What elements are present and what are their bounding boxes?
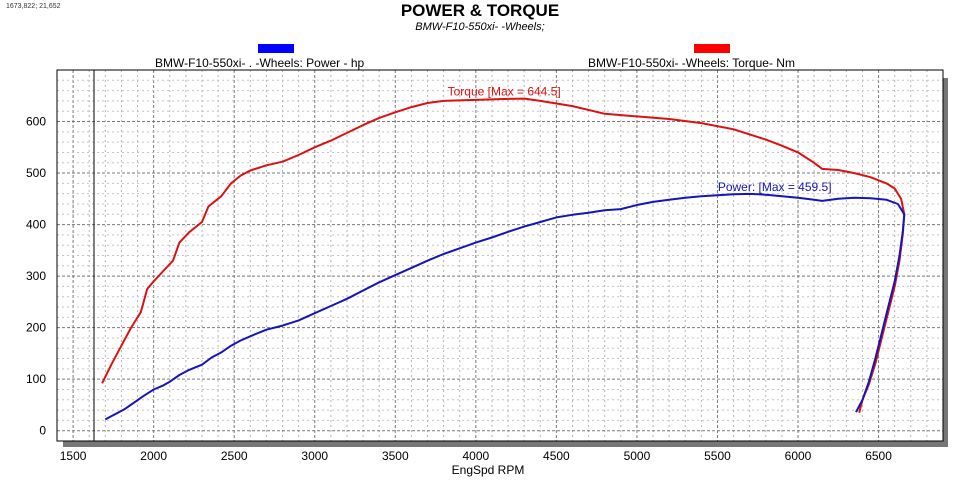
annotations: Torque [Max = 644.5] Power: [Max = 459.5] [448, 85, 832, 194]
series-lines [101, 97, 906, 421]
x-tick-label: 2500 [221, 449, 248, 463]
legend-label-power: BMW-F10-550xi- . -Wheels: Power - hp [155, 56, 365, 70]
x-tick-label: 5000 [624, 449, 651, 463]
x-tick-labels: 1500 2000 2500 3000 3500 4000 4500 5000 5500 6000… [60, 449, 892, 463]
y-tick-label: 0 [39, 424, 46, 438]
x-tick-label: 1500 [60, 449, 87, 463]
x-tick-label: 5500 [704, 449, 731, 463]
x-tick-label: 3500 [382, 449, 409, 463]
y-tick-label: 400 [26, 218, 46, 232]
legend-swatch-torque [694, 44, 730, 53]
chart-title: POWER & TORQUE [400, 1, 560, 20]
annotation-power: Power: [Max = 459.5] [718, 180, 832, 194]
y-tick-label: 600 [26, 115, 46, 129]
x-tick-label: 3000 [301, 449, 328, 463]
y-tick-label: 200 [26, 321, 46, 335]
legend-label-torque: BMW-F10-550xi- -Wheels: Torque- Nm [588, 56, 795, 70]
plot-frame [56, 69, 944, 442]
x-tick-label: 6000 [785, 449, 812, 463]
grid [57, 70, 943, 441]
annotation-torque: Torque [Max = 644.5] [448, 85, 561, 99]
series-line-power [104, 192, 906, 421]
plot-shadow-bottom [63, 441, 948, 447]
chart-subtitle: BMW-F10-550xi- -Wheels; [415, 21, 545, 33]
x-tick-label: 4500 [543, 449, 570, 463]
x-axis-title: EngSpd RPM [452, 463, 525, 477]
coordinate-readout: 1673,822; 21,652 [6, 3, 61, 10]
y-tick-label: 100 [26, 372, 46, 386]
x-tick-label: 4000 [462, 449, 489, 463]
y-tick-label: 300 [26, 269, 46, 283]
x-tick-label: 6500 [865, 449, 892, 463]
series-line-torque [101, 97, 906, 413]
y-tick-label: 500 [26, 166, 46, 180]
plot-shadow-right [943, 78, 948, 447]
x-tick-label: 2000 [140, 449, 167, 463]
y-tick-labels: 0 100 200 300 400 500 600 [26, 115, 46, 438]
legend-swatch-power [258, 44, 294, 53]
